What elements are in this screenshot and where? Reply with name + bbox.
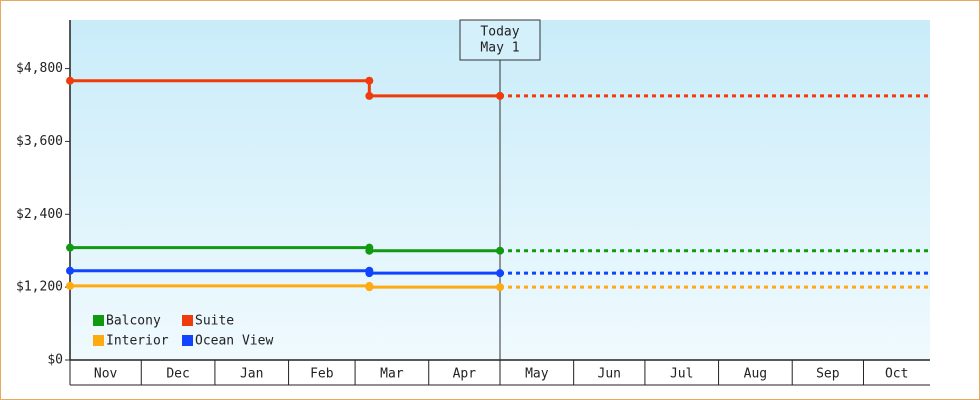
legend-label: Balcony bbox=[106, 314, 161, 329]
series-line bbox=[70, 79, 500, 98]
x-tick-label: Jun bbox=[598, 367, 621, 382]
x-tick-label: Apr bbox=[453, 367, 477, 382]
x-tick-label: Aug bbox=[744, 367, 767, 382]
x-tick-label: Oct bbox=[885, 367, 908, 382]
x-tick-label: May bbox=[525, 367, 549, 382]
legend-swatch bbox=[182, 315, 193, 326]
today-label: Today bbox=[480, 25, 519, 40]
series-line bbox=[70, 284, 500, 289]
legend-swatch bbox=[93, 335, 104, 346]
x-tick-label: Nov bbox=[94, 367, 118, 382]
point bbox=[496, 269, 504, 278]
x-tick-label: Dec bbox=[166, 367, 189, 382]
x-tick-label: Jan bbox=[240, 367, 263, 382]
point bbox=[66, 76, 74, 85]
point bbox=[66, 281, 74, 290]
point bbox=[496, 283, 504, 292]
legend-label: Interior bbox=[106, 334, 169, 349]
legend-swatch bbox=[182, 335, 193, 346]
y-tick-label: $3,600 bbox=[16, 134, 63, 149]
y-tick-label: $4,800 bbox=[16, 61, 63, 76]
point bbox=[66, 243, 74, 252]
point bbox=[365, 246, 374, 255]
point bbox=[365, 91, 374, 100]
y-tick-label: $1,200 bbox=[16, 280, 63, 295]
y-tick-label: $0 bbox=[47, 353, 63, 368]
x-tick-label: Sep bbox=[816, 367, 840, 382]
legend-swatch bbox=[93, 315, 104, 326]
today-box bbox=[459, 19, 541, 61]
x-tick-label: Feb bbox=[310, 367, 334, 382]
point bbox=[66, 266, 74, 275]
legend-label: Ocean View bbox=[195, 334, 273, 349]
point bbox=[496, 246, 504, 255]
today-date: May 1 bbox=[480, 41, 519, 56]
x-tick-label: Jul bbox=[670, 367, 693, 382]
y-tick-label: $2,400 bbox=[16, 207, 63, 222]
point bbox=[365, 269, 374, 278]
point bbox=[365, 283, 374, 292]
legend-label: Suite bbox=[195, 314, 234, 329]
point bbox=[365, 76, 374, 85]
point bbox=[496, 91, 504, 100]
x-tick-label: Mar bbox=[380, 367, 404, 382]
